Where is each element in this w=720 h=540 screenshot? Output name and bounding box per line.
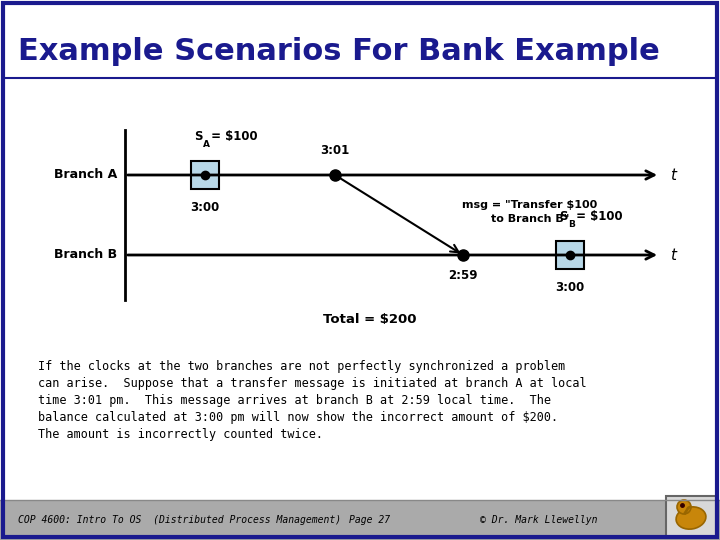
Text: Page 27: Page 27 [349,515,390,525]
Text: 3:00: 3:00 [190,201,220,214]
Text: time 3:01 pm.  This message arrives at branch B at 2:59 local time.  The: time 3:01 pm. This message arrives at br… [38,394,551,407]
Text: A: A [203,140,210,149]
Text: can arise.  Suppose that a transfer message is initiated at branch A at local: can arise. Suppose that a transfer messa… [38,377,587,390]
Text: S: S [559,210,568,223]
Circle shape [677,500,691,514]
Bar [666,496,716,538]
Text: Branch A: Branch A [54,168,117,181]
Text: balance calculated at 3:00 pm will now show the incorrect amount of $200.: balance calculated at 3:00 pm will now s… [38,411,558,424]
Text: Total = $200: Total = $200 [323,313,417,326]
Bar [556,241,584,269]
Bar [0,500,720,540]
Bar [191,161,219,189]
Text: t: t [670,167,676,183]
Text: The amount is incorrectly counted twice.: The amount is incorrectly counted twice. [38,428,323,441]
Text: = $100: = $100 [207,130,258,143]
Text: S: S [194,130,203,143]
Ellipse shape [676,507,706,529]
Text: = $100: = $100 [572,210,623,223]
Text: 2:59: 2:59 [449,269,478,282]
Text: msg = "Transfer $100: msg = "Transfer $100 [462,200,598,210]
Text: 3:00: 3:00 [555,281,585,294]
Text: If the clocks at the two branches are not perfectly synchronized a problem: If the clocks at the two branches are no… [38,360,565,373]
Text: B: B [568,220,575,229]
Text: to Branch B": to Branch B" [491,214,570,224]
Text: t: t [670,247,676,262]
Text: Example Scenarios For Bank Example: Example Scenarios For Bank Example [18,37,660,66]
Text: Branch B: Branch B [54,248,117,261]
Text: © Dr. Mark Llewellyn: © Dr. Mark Llewellyn [480,515,598,525]
Text: 3:01: 3:01 [320,144,350,157]
Text: COP 4600: Intro To OS  (Distributed Process Management): COP 4600: Intro To OS (Distributed Proce… [18,515,341,525]
